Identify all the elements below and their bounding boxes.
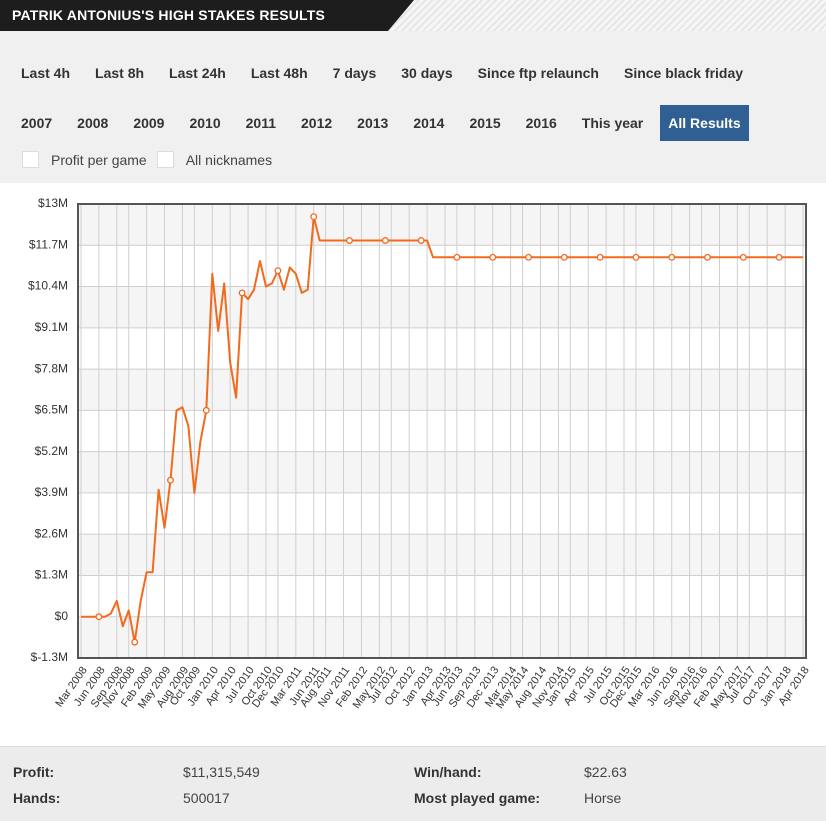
point-marker <box>525 253 532 261</box>
filter-button[interactable]: 2010 <box>189 115 221 131</box>
point-marker <box>775 253 783 261</box>
stat-label: Win/hand: <box>414 764 482 780</box>
point-marker <box>274 267 282 275</box>
y-tick-label: $0 <box>55 609 69 623</box>
grid-band <box>78 616 806 658</box>
period-filters: Last 4h Last 8h Last 24h Last 48h 7 days 30 d… <box>13 55 751 91</box>
point-marker <box>739 253 747 261</box>
filter-button[interactable]: 2013 <box>357 115 389 131</box>
y-tick-label: $3.9M <box>35 485 68 499</box>
grid-band <box>78 286 806 328</box>
checkbox[interactable] <box>156 151 174 168</box>
point-marker <box>453 253 461 261</box>
stat-label: Hands: <box>13 790 61 806</box>
point-marker <box>417 237 425 244</box>
y-tick-label: $1.3M <box>35 568 68 582</box>
stat-value: Horse <box>584 790 622 806</box>
stats: Profit: $11,315,549 Win/hand: $22.63 Hands: 5… <box>0 746 826 821</box>
header-tab <box>0 0 414 31</box>
filter-button[interactable]: 7 days <box>332 65 377 81</box>
stat-value: $22.63 <box>584 764 627 780</box>
grid-band <box>78 451 806 493</box>
stat-value: 500017 <box>183 790 230 806</box>
year-filters: 2007 2008 2009 2010 2011 2012 2013 2014 2015 2016… <box>13 105 749 141</box>
point-marker <box>131 638 139 646</box>
y-tick-label: $11.7M <box>29 237 68 251</box>
filter-button[interactable]: This year <box>581 115 644 131</box>
grid-band <box>78 369 806 411</box>
y-tick-label: $10.4M <box>28 279 68 293</box>
stat-label: Most played game: <box>414 790 541 806</box>
point-marker <box>310 213 318 221</box>
filter-button[interactable]: 2016 <box>525 115 557 131</box>
header: PATRIK ANTONIUS'S HIGH STAKES RESULTS <box>0 0 826 31</box>
point-marker <box>560 253 568 261</box>
filter-button[interactable]: Last 4h <box>21 65 71 81</box>
option[interactable]: Profit per game <box>22 151 147 168</box>
stat-label: Profit: <box>13 764 55 780</box>
y-tick-label: $5.2M <box>35 444 68 458</box>
point-marker <box>95 613 103 621</box>
filter-button[interactable]: Last 8h <box>95 65 145 81</box>
point-marker <box>202 406 210 414</box>
filter-button[interactable]: 2015 <box>469 115 501 131</box>
grid-band <box>78 204 806 246</box>
filter-button[interactable]: Last 48h <box>250 65 308 81</box>
y-tick-label: $9.1M <box>35 320 68 334</box>
chart: $-1.3M $0 $1.3M $2.6M $3.9M $5.2M $6.5M $7.8M $9… <box>0 183 826 746</box>
filter-button[interactable]: 2008 <box>77 115 109 131</box>
point-marker <box>346 237 353 244</box>
stat-value: $11,315,549 <box>183 764 260 780</box>
point-marker <box>704 253 711 261</box>
plot-border <box>77 203 807 659</box>
grid-band <box>78 534 806 576</box>
point-marker <box>489 253 497 261</box>
y-tick-label: $2.6M <box>35 526 68 540</box>
y-tick-label: $7.8M <box>35 361 68 375</box>
series-line <box>81 215 803 644</box>
filter-button[interactable]: Last 24h <box>169 65 226 81</box>
y-tick-label: $-1.3M <box>31 650 68 664</box>
option-label: All nicknames <box>185 151 273 168</box>
filter-button[interactable]: 2011 <box>245 115 276 131</box>
filter-button[interactable]: 30 days <box>401 65 453 81</box>
option[interactable]: All nicknames <box>156 151 273 168</box>
point-marker <box>167 476 174 484</box>
options: Profit per game All nicknames <box>22 151 272 168</box>
header-title: PATRIK ANTONIUS'S HIGH STAKES RESULTS <box>12 7 326 23</box>
y-tick-label: $13M <box>38 196 68 210</box>
filter-button[interactable]: 2014 <box>413 115 445 131</box>
filter-button[interactable]: All Results <box>660 105 749 141</box>
point-marker <box>668 253 676 261</box>
filter-button[interactable]: Since ftp relaunch <box>477 65 599 81</box>
filter-button[interactable]: 2009 <box>133 115 165 131</box>
option-label: Profit per game <box>51 151 147 168</box>
point-marker <box>596 253 604 261</box>
point-marker <box>632 253 640 261</box>
filter-button[interactable]: Since black friday <box>623 65 744 81</box>
y-tick-label: $6.5M <box>35 403 68 417</box>
point-marker <box>381 237 389 244</box>
filter-button[interactable]: 2007 <box>21 115 53 131</box>
point-marker <box>238 289 246 297</box>
checkbox[interactable] <box>22 151 39 168</box>
filter-button[interactable]: 2012 <box>301 115 333 131</box>
